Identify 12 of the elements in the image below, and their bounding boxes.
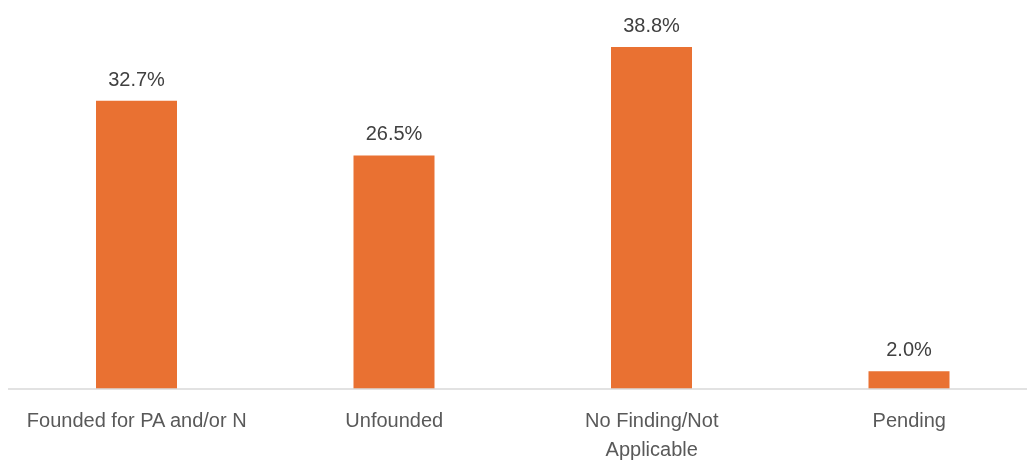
data-label: 32.7% (108, 67, 166, 90)
bar (353, 155, 435, 389)
bar (96, 100, 177, 389)
data-label: 38.8% (623, 14, 681, 36)
bar (611, 47, 692, 389)
bar (868, 371, 950, 389)
data-label: 26.5% (365, 122, 423, 145)
x-tick-label: Founded for PA and/or N (26, 409, 247, 431)
data-label: 2.0% (886, 338, 933, 361)
x-tick-label: No Finding/Not Applicable (585, 409, 719, 460)
x-tick-label: Pending (872, 409, 946, 431)
x-tick-label: Unfounded (345, 409, 444, 431)
